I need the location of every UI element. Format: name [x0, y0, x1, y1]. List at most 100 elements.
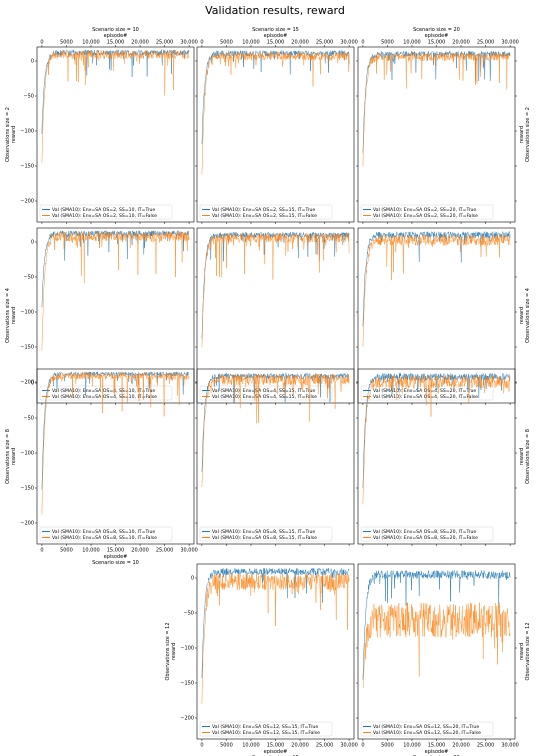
row-title: Observations size = 8	[5, 429, 11, 484]
y-tick-label: −50	[23, 94, 34, 100]
x-tick-label: 15,000	[107, 40, 125, 46]
subplot-os12-ss15: 0 5000 10,000 15,000 20,000 25,000 30,000 episo…	[165, 563, 358, 756]
legend-entry: Val (SMA10): Env=SA OS=2, SS=10, IT=Fals…	[52, 213, 157, 219]
legend-entry: Val (SMA10): Env=SA OS=8, SS=15, IT=True	[212, 529, 315, 535]
series-line-it-true	[201, 372, 350, 473]
series-line-it-false	[362, 375, 511, 505]
x-tick-label: 10,000	[82, 548, 100, 554]
subplot-grid: 0 5000 10,000 15,000 20,000 25,000 30,000 episo…	[5, 27, 531, 756]
x-tick-label: 10,000	[242, 40, 260, 46]
series-line-it-true	[362, 50, 511, 153]
row-title: Observations size = 2	[525, 107, 531, 162]
x-axis-label: episode#	[425, 33, 449, 39]
x-tick-label: 20,000	[452, 743, 470, 749]
subplot-os2-ss15: 0 5000 10,000 15,000 20,000 25,000 30,000 episo…	[195, 27, 358, 224]
legend-box	[199, 385, 333, 401]
legend-box	[360, 721, 494, 737]
y-tick-label: −100	[20, 451, 34, 457]
legend-entry: Val (SMA10): Env=SA OS=4, SS=10, IT=True	[52, 388, 155, 394]
legend-entry: Val (SMA10): Env=SA OS=12, SS=20, IT=Fal…	[373, 730, 481, 736]
x-tick-label: 0	[40, 40, 43, 46]
column-label: Scenario size = 10	[92, 560, 139, 566]
x-tick-label: 10,000	[403, 743, 421, 749]
y-tick-label: −100	[20, 129, 34, 135]
x-tick-label: 10,000	[403, 40, 421, 46]
row-title: Observations size = 12	[525, 622, 531, 680]
legend-entry: Val (SMA10): Env=SA OS=4, SS=20, IT=True	[373, 388, 476, 394]
y-tick-label: −50	[23, 416, 34, 422]
legend-entry: Val (SMA10): Env=SA OS=8, SS=10, IT=True	[52, 529, 155, 535]
series-line-it-false	[201, 373, 350, 488]
y-tick-label: −150	[20, 345, 34, 351]
y-axis-label: reward	[11, 448, 17, 465]
legend-entry: Val (SMA10): Env=SA OS=8, SS=20, IT=Fals…	[373, 535, 478, 541]
x-tick-label: 15,000	[428, 743, 446, 749]
legend-entry: Val (SMA10): Env=SA OS=4, SS=15, IT=True	[212, 388, 315, 394]
y-axis-label: reward	[519, 448, 525, 465]
x-tick-label: 15,000	[107, 548, 125, 554]
column-title: Scenario size = 20	[413, 27, 460, 33]
y-tick-label: −200	[20, 199, 34, 205]
legend-box	[360, 385, 494, 401]
x-tick-label: 30,000	[501, 743, 519, 749]
legend-entry: Val (SMA10): Env=SA OS=4, SS=10, IT=Fals…	[52, 394, 157, 400]
series-line-it-false	[201, 232, 350, 348]
x-axis-label: episode#	[264, 33, 288, 39]
series-line-it-true	[362, 569, 511, 680]
x-tick-label: 30,000	[501, 40, 519, 46]
x-tick-label: 5000	[220, 743, 233, 749]
y-tick-label: −150	[20, 164, 34, 170]
subplot-os4-ss15: Val (SMA10): Env=SA OS=4, SS=15, IT=True…	[195, 227, 355, 405]
legend-box	[199, 526, 333, 542]
x-tick-label: 30,000	[340, 40, 358, 46]
x-tick-label: 5000	[381, 743, 394, 749]
axes-frame	[196, 563, 355, 740]
x-tick-label: 25,000	[156, 548, 174, 554]
subplot-os2-ss20: 0 5000 10,000 15,000 20,000 25,000 30,000 episo…	[356, 27, 531, 224]
series-line-it-true	[201, 49, 350, 144]
y-axis-label: reward	[11, 126, 17, 143]
series-line-it-false	[41, 371, 190, 515]
x-tick-label: 30,000	[180, 548, 198, 554]
x-tick-label: 0	[40, 548, 43, 554]
x-tick-label: 5000	[381, 40, 394, 46]
x-tick-label: 20,000	[291, 743, 309, 749]
x-tick-label: 20,000	[291, 40, 309, 46]
row-title: Observations size = 12	[165, 622, 171, 680]
x-axis-label: episode#	[425, 749, 449, 755]
column-title: Scenario size = 15	[252, 27, 299, 33]
y-axis-label: reward	[11, 307, 17, 324]
x-tick-label: 10,000	[242, 743, 260, 749]
x-tick-label: 30,000	[180, 40, 198, 46]
row-title: Observations size = 2	[5, 107, 11, 162]
y-axis-label: reward	[519, 307, 525, 324]
row-title: Observations size = 4	[525, 288, 531, 343]
y-tick-label: −150	[180, 681, 194, 687]
legend-entry: Val (SMA10): Env=SA OS=2, SS=15, IT=Fals…	[212, 213, 317, 219]
series-line-it-false	[362, 602, 511, 689]
legend-entry: Val (SMA10): Env=SA OS=8, SS=10, IT=Fals…	[52, 535, 157, 541]
legend-entry: Val (SMA10): Env=SA OS=4, SS=15, IT=Fals…	[212, 394, 317, 400]
y-tick-label: −200	[20, 380, 34, 386]
x-tick-label: 25,000	[477, 40, 495, 46]
series-line-it-false	[201, 51, 350, 175]
x-tick-label: 15,000	[428, 40, 446, 46]
x-tick-label: 5000	[60, 40, 73, 46]
y-tick-label: −100	[20, 310, 34, 316]
subplot-os8-ss20: reward Observations size = 8 Val (SMA10): …	[356, 368, 531, 546]
x-axis-label: episode#	[104, 33, 128, 39]
legend-entry: Val (SMA10): Env=SA OS=2, SS=10, IT=True	[52, 207, 155, 213]
column-title: Scenario size = 10	[92, 27, 139, 33]
x-tick-label: 25,000	[156, 40, 174, 46]
x-tick-label: 0	[200, 743, 203, 749]
x-tick-label: 15,000	[267, 40, 285, 46]
subplot-os2-ss10: 0 5000 10,000 15,000 20,000 25,000 30,000 episo…	[5, 27, 198, 224]
series-line-it-false	[41, 49, 190, 163]
y-tick-label: 0	[31, 240, 34, 246]
y-tick-label: −200	[180, 716, 194, 722]
x-tick-label: 30,000	[340, 743, 358, 749]
x-tick-label: 5000	[220, 40, 233, 46]
x-tick-label: 25,000	[477, 743, 495, 749]
x-tick-label: 25,000	[316, 743, 334, 749]
subplot-os8-ss10: 0 5000 10,000 15,000 20,000 25,000 30,000 episo…	[5, 368, 198, 566]
